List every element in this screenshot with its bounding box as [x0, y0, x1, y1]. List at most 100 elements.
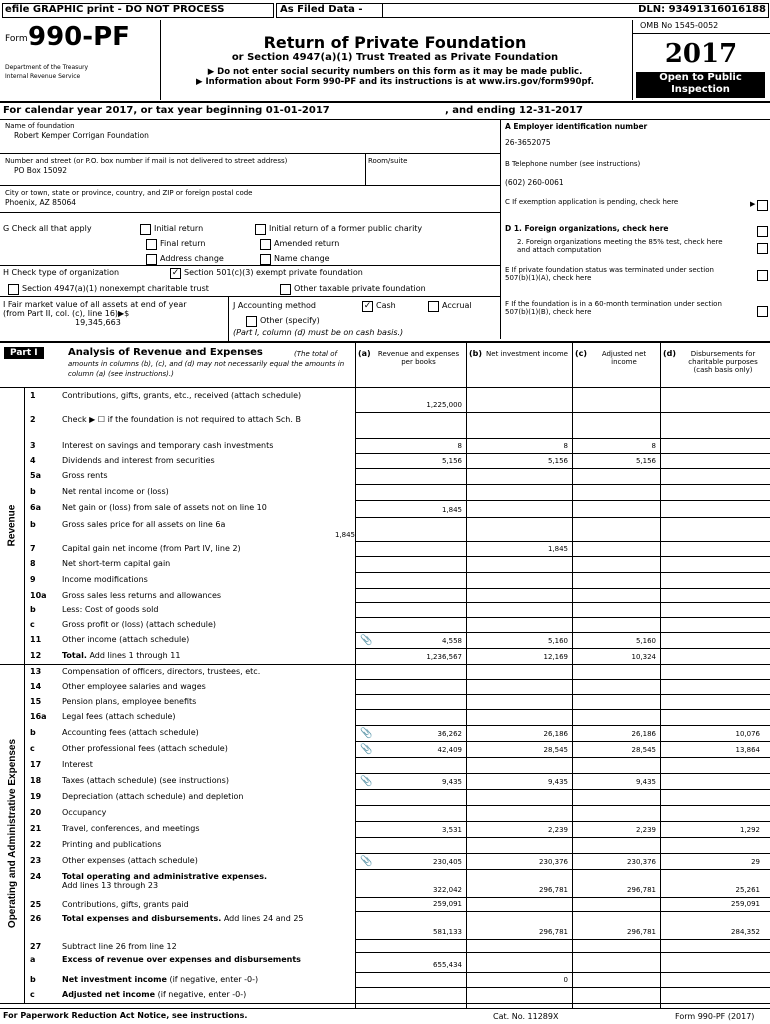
checkbox[interactable]	[428, 301, 439, 312]
line-label: Contributions, gifts, grants, etc., rece…	[62, 391, 347, 400]
rule	[355, 572, 770, 573]
checkbox[interactable]	[757, 243, 768, 254]
amount: 26,186	[631, 730, 657, 738]
value: (602) 260-0061	[505, 178, 564, 187]
label-text: Interest on savings and temporary cash i…	[62, 441, 274, 450]
line-number: b	[30, 975, 36, 984]
amount: 296,781	[539, 928, 568, 936]
attachment-icon: 📎	[360, 856, 373, 867]
value: Robert Kemper Corrigan Foundation	[14, 131, 149, 140]
omb: OMB No 1545-0052	[640, 21, 719, 30]
line-label: Legal fees (attach schedule)	[62, 712, 347, 721]
checkbox[interactable]	[757, 270, 768, 281]
col-letter: (a)	[358, 349, 371, 358]
rule	[355, 869, 770, 870]
checkbox[interactable]	[146, 254, 157, 265]
rule	[355, 541, 770, 542]
amount: 2,239	[635, 826, 656, 834]
rule	[355, 438, 770, 439]
line-number: 4	[30, 456, 36, 465]
label-text: Gross profit or (loss) (attach schedule)	[62, 620, 217, 629]
rule	[0, 341, 770, 343]
amount: 1,236,567	[426, 653, 462, 661]
rule	[0, 101, 770, 103]
rule	[355, 952, 770, 953]
rule	[355, 500, 770, 501]
line-label: Total expenses and disbursements. Add li…	[62, 914, 347, 923]
amount: 296,781	[627, 886, 656, 894]
checkbox[interactable]	[255, 224, 266, 235]
amount: 8	[457, 442, 462, 450]
rule	[228, 296, 229, 341]
checkbox[interactable]	[260, 239, 271, 250]
label-text: (if negative, enter -0-)	[157, 990, 247, 999]
amount: 10,324	[631, 653, 657, 661]
amount: 1,845	[441, 506, 462, 514]
line-number: 21	[30, 824, 42, 833]
checkbox[interactable]: ✓	[362, 301, 373, 312]
col-label: Revenue and expenses per books	[377, 350, 460, 366]
label-text: Income modifications	[62, 575, 148, 584]
amount: 42,409	[437, 746, 463, 754]
rule	[0, 212, 500, 213]
rule	[355, 412, 770, 413]
label-text: Add lines 24 and 25	[223, 914, 304, 923]
line-number: 26	[30, 914, 42, 923]
rule	[355, 757, 770, 758]
line-number: c	[30, 990, 35, 999]
checkbox[interactable]	[8, 284, 19, 295]
line-number: b	[30, 728, 36, 737]
line-number: 19	[30, 792, 42, 801]
line-number: b	[30, 520, 36, 529]
rule	[355, 617, 770, 618]
amount: 5,160	[547, 637, 568, 645]
rule	[0, 1008, 770, 1009]
rule	[355, 939, 770, 940]
line-number: c	[30, 620, 35, 629]
checkbox[interactable]	[260, 254, 271, 265]
line-label: Total. Add lines 1 through 11	[62, 651, 347, 660]
checkbox[interactable]: ✓	[170, 268, 181, 279]
value: 26-3652075	[505, 138, 551, 147]
checkbox[interactable]	[757, 306, 768, 317]
rule	[355, 911, 770, 912]
label: A Employer identification number	[505, 122, 648, 131]
amount: 3,531	[441, 826, 462, 834]
checkbox[interactable]	[280, 284, 291, 295]
rule	[0, 664, 770, 665]
checkbox[interactable]	[246, 316, 257, 327]
title: Return of Private Foundation	[263, 33, 527, 52]
rule	[355, 517, 770, 518]
line-number: 20	[30, 808, 42, 817]
label-text: Add lines 1 through 11	[89, 651, 181, 660]
efile: efile GRAPHIC print - DO NOT PROCESS	[2, 3, 274, 18]
bold-label: Total operating and administrative expen…	[62, 872, 267, 881]
line-label: Depreciation (attach schedule) and deple…	[62, 792, 347, 801]
amount: 1,225,000	[426, 401, 462, 409]
line-number: 17	[30, 760, 42, 769]
checkbox[interactable]	[140, 224, 151, 235]
line-number: 9	[30, 575, 36, 584]
line-label: Net rental income or (loss)	[62, 487, 347, 496]
bold-label: Adjusted net income	[62, 990, 156, 999]
label: C If exemption application is pending, c…	[505, 198, 679, 206]
col-letter: (d)	[663, 349, 677, 358]
label-text: Contributions, gifts, grants, etc., rece…	[62, 391, 302, 400]
dept: Internal Revenue Service	[5, 73, 81, 80]
amount: 284,352	[731, 928, 760, 936]
amount: 1,292	[739, 826, 760, 834]
amount: 26,186	[543, 730, 569, 738]
check-label: Other (specify)	[260, 316, 320, 325]
rule	[355, 853, 770, 854]
checkbox[interactable]	[146, 239, 157, 250]
checkbox[interactable]	[757, 226, 768, 237]
line-label: Gross profit or (loss) (attach schedule)	[62, 620, 347, 629]
label-text: Check ▶ ☐ if the foundation is not requi…	[62, 415, 301, 424]
line-number: 12	[30, 651, 42, 660]
label-text: Gross sales less returns and allowances	[62, 591, 222, 600]
col-letter: (b)	[469, 349, 483, 358]
line-number: b	[30, 605, 36, 614]
line-label: Less: Cost of goods sold	[62, 605, 347, 614]
checkbox[interactable]	[757, 200, 768, 211]
